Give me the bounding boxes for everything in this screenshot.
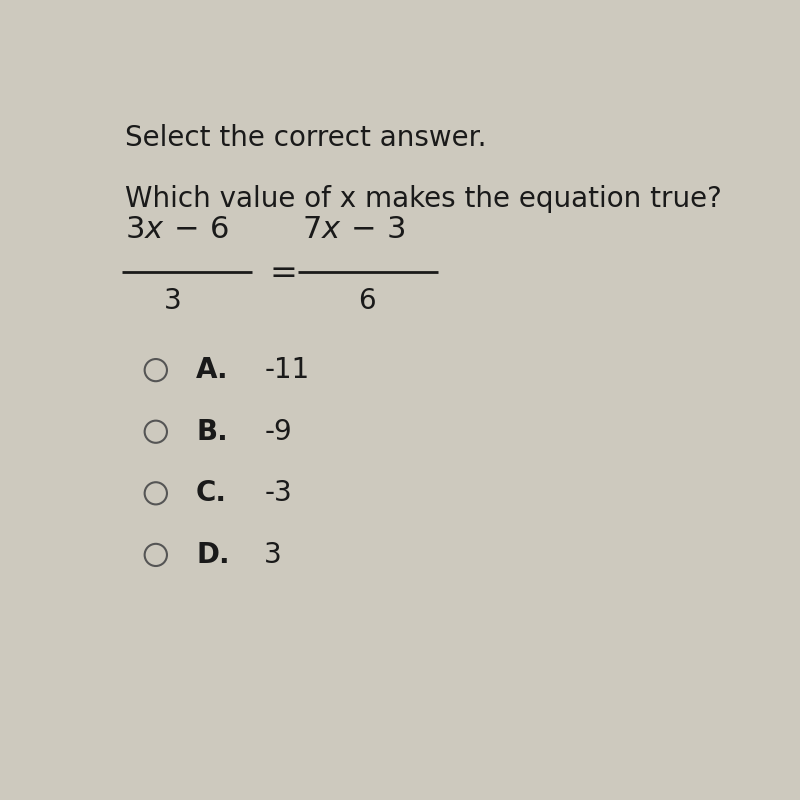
Text: A.: A. xyxy=(196,356,229,384)
Text: D.: D. xyxy=(196,541,230,569)
Text: $3$: $3$ xyxy=(162,287,180,315)
Text: $=$: $=$ xyxy=(263,255,296,288)
Text: -9: -9 xyxy=(264,418,292,446)
Text: -11: -11 xyxy=(264,356,310,384)
Text: Which value of x makes the equation true?: Which value of x makes the equation true… xyxy=(125,186,722,214)
Text: 3: 3 xyxy=(264,541,282,569)
Text: $3x\,-\,6$: $3x\,-\,6$ xyxy=(125,215,229,244)
Text: C.: C. xyxy=(196,479,227,507)
Text: B.: B. xyxy=(196,418,228,446)
Text: $7x\,-\,3$: $7x\,-\,3$ xyxy=(302,215,406,244)
Text: $6$: $6$ xyxy=(358,287,375,315)
Text: Select the correct answer.: Select the correct answer. xyxy=(125,124,486,152)
Text: -3: -3 xyxy=(264,479,292,507)
